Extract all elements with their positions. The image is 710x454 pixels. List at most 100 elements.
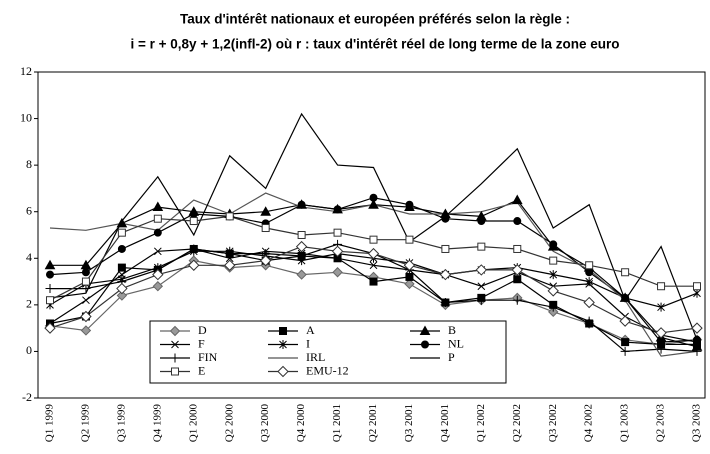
marker <box>691 322 703 334</box>
marker <box>619 315 631 327</box>
x-tick-label: Q2 2003 <box>655 404 667 443</box>
legend-marker <box>421 340 429 349</box>
marker <box>405 272 414 281</box>
legend-label: NL <box>448 336 464 350</box>
marker <box>620 346 630 356</box>
marker <box>369 261 378 270</box>
marker <box>333 228 342 237</box>
x-tick-label: Q1 2001 <box>331 404 343 442</box>
legend-label: E <box>198 363 205 377</box>
marker <box>583 296 595 309</box>
y-tick-label: 12 <box>20 64 32 78</box>
marker <box>547 285 559 297</box>
y-tick-label: -2 <box>22 390 32 404</box>
marker <box>692 346 702 356</box>
marker <box>81 277 90 286</box>
marker <box>513 275 522 284</box>
marker <box>513 244 522 253</box>
marker <box>331 245 344 258</box>
marker <box>116 290 128 301</box>
legend-box <box>149 320 507 384</box>
x-tick-label: Q3 2000 <box>259 404 271 443</box>
y-tick-label: 0 <box>26 343 32 357</box>
marker <box>224 259 236 271</box>
marker <box>189 244 199 254</box>
marker <box>296 269 307 280</box>
marker <box>621 338 630 347</box>
legend-marker <box>279 340 287 349</box>
marker <box>657 302 665 312</box>
marker <box>297 231 306 239</box>
y-tick-label: 6 <box>26 203 32 217</box>
marker <box>403 259 416 271</box>
x-tick-label: Q3 2003 <box>691 404 703 443</box>
marker <box>548 306 559 318</box>
marker <box>188 259 200 271</box>
marker <box>693 335 701 344</box>
marker <box>46 270 54 279</box>
marker <box>439 268 452 281</box>
marker <box>44 259 56 270</box>
marker <box>549 270 558 280</box>
marker <box>475 264 488 276</box>
legend-label: F <box>198 336 205 350</box>
marker <box>441 244 450 253</box>
y-tick-label: 2 <box>26 297 32 311</box>
marker <box>405 235 414 244</box>
marker <box>477 282 486 291</box>
marker <box>117 228 126 237</box>
marker <box>369 193 378 202</box>
marker <box>621 268 630 277</box>
x-tick-label: Q4 2000 <box>295 404 307 443</box>
marker <box>45 284 55 294</box>
marker <box>333 205 342 214</box>
legend-label: IRL <box>306 350 325 364</box>
marker <box>225 254 234 263</box>
marker <box>657 282 666 291</box>
legend-marker <box>170 353 180 363</box>
marker <box>225 249 235 259</box>
marker <box>46 296 54 305</box>
x-tick-label: Q3 2001 <box>403 404 415 442</box>
y-tick-label: 8 <box>26 157 32 171</box>
x-tick-label: Q4 2001 <box>439 404 451 442</box>
legend-marker <box>277 365 289 378</box>
marker <box>295 240 308 253</box>
marker <box>693 282 701 291</box>
marker <box>116 217 128 228</box>
marker <box>655 327 667 339</box>
marker <box>117 263 126 272</box>
chart-title: Taux d'intérêt nationaux et européen pré… <box>180 12 570 27</box>
marker <box>297 251 307 261</box>
marker <box>261 224 270 233</box>
marker <box>405 200 414 209</box>
marker <box>511 194 523 205</box>
marker <box>367 247 380 260</box>
marker <box>153 214 162 223</box>
marker <box>656 344 666 354</box>
marker <box>369 235 378 244</box>
marker <box>585 268 594 277</box>
marker <box>44 322 56 334</box>
y-tick-label: 10 <box>20 110 32 124</box>
marker <box>511 264 523 276</box>
marker <box>368 199 379 209</box>
x-tick-label: Q1 2003 <box>619 404 631 443</box>
legend-label: EMU-12 <box>306 363 349 377</box>
marker <box>225 212 234 221</box>
marker <box>477 242 486 251</box>
marker <box>549 240 558 249</box>
legend-marker <box>279 327 287 335</box>
marker <box>657 338 666 347</box>
legend-marker <box>171 340 179 349</box>
marker <box>585 261 594 270</box>
marker <box>153 228 162 237</box>
chart-subtitle: i = r + 0,8y + 1,2(infl-2) où r : taux d… <box>131 37 620 52</box>
marker <box>80 325 92 336</box>
marker <box>189 210 198 219</box>
marker <box>404 278 415 290</box>
legend-label: FIN <box>198 350 218 364</box>
legend-label: A <box>306 323 315 337</box>
marker <box>585 277 594 287</box>
